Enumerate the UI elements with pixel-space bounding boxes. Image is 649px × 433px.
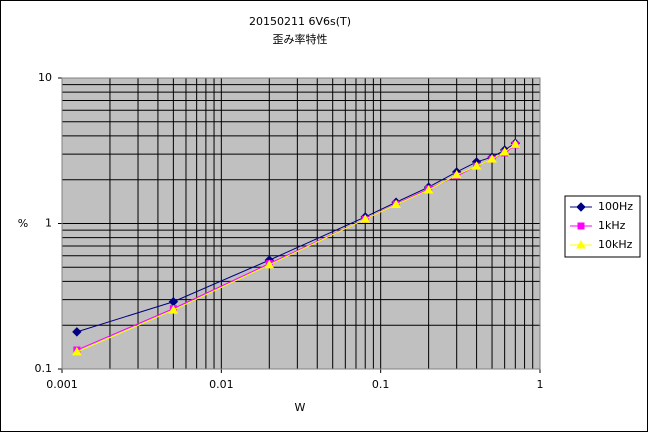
marker — [423, 184, 434, 194]
x-tick-label: 0.01 — [209, 378, 234, 391]
legend-label: 10kHz — [598, 238, 633, 251]
marker — [471, 161, 482, 170]
plot-border — [61, 77, 541, 370]
marker — [451, 169, 462, 179]
marker — [499, 146, 510, 156]
legend-marker — [576, 239, 586, 249]
marker — [391, 199, 401, 209]
x-tick-label: 0.1 — [372, 378, 390, 391]
marker — [72, 346, 82, 356]
legend-marker — [577, 222, 585, 230]
chart-title: 20150211 6V6s(T) — [249, 15, 351, 28]
y-tick-label: 10 — [38, 71, 52, 84]
marker — [72, 327, 82, 337]
x-axis-label: W — [295, 401, 306, 414]
marker — [510, 139, 521, 148]
marker — [168, 305, 179, 314]
marker — [264, 259, 275, 269]
x-tick-label: 1 — [537, 378, 544, 391]
marker — [360, 214, 371, 223]
legend-label: 100Hz — [598, 200, 633, 213]
y-tick-label: 1 — [45, 217, 52, 230]
y-tick-label: 0.1 — [35, 362, 53, 375]
y-axis-label: % — [18, 217, 28, 230]
x-tick-label: 0.001 — [46, 378, 78, 391]
marker — [487, 154, 497, 163]
legend-label: 1kHz — [598, 219, 626, 232]
legend-marker — [576, 202, 586, 212]
chart-subtitle: 歪み率特性 — [273, 32, 328, 46]
